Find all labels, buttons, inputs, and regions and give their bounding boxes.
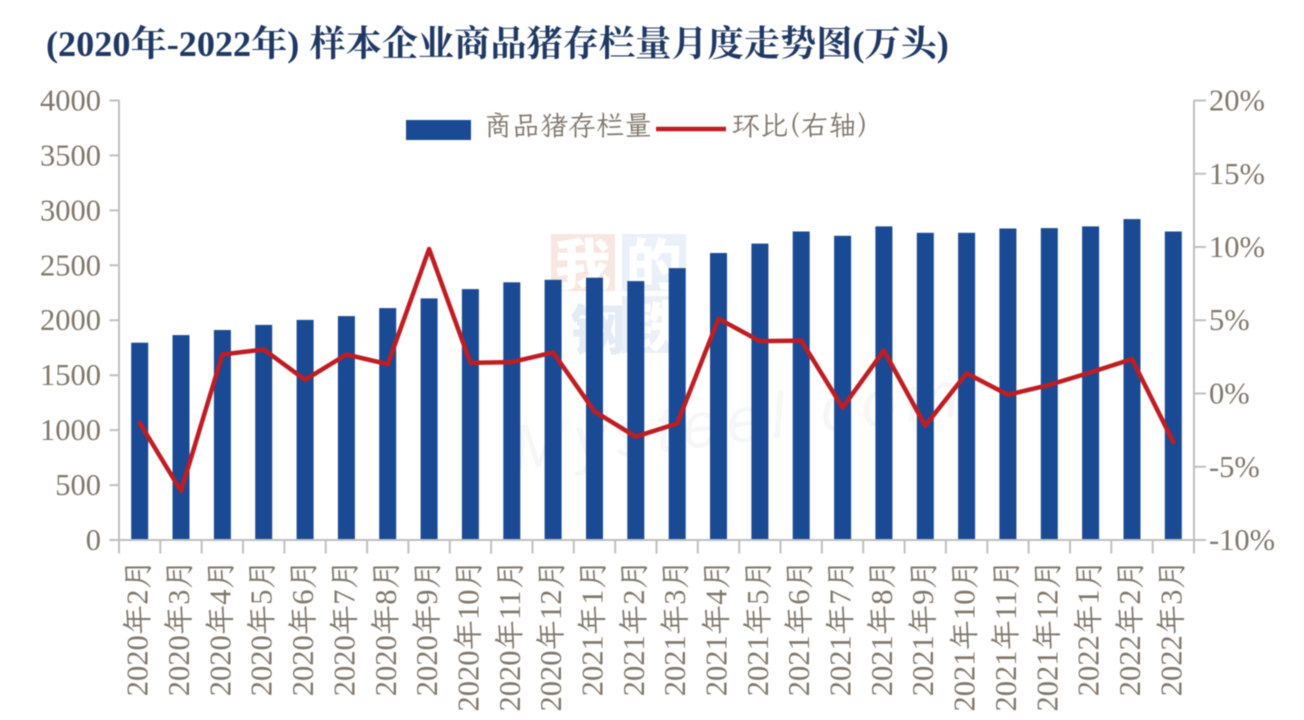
svg-text:12: 12	[1030, 590, 1064, 621]
svg-text:3500: 3500	[40, 138, 101, 172]
svg-text:2020: 2020	[203, 635, 237, 696]
svg-text:1000: 1000	[40, 413, 101, 447]
svg-text:2021: 2021	[865, 635, 899, 696]
svg-text:11: 11	[989, 591, 1023, 620]
svg-text:12: 12	[534, 590, 568, 621]
svg-text:15%: 15%	[1209, 157, 1265, 191]
svg-text:2: 2	[1113, 590, 1147, 605]
svg-text:7: 7	[824, 590, 858, 605]
svg-text:1500: 1500	[40, 358, 101, 392]
svg-text:2020: 2020	[493, 651, 527, 712]
svg-text:2021: 2021	[1030, 651, 1064, 712]
svg-text:2020: 2020	[245, 635, 279, 696]
svg-text:2022: 2022	[1072, 635, 1106, 696]
svg-text:0%: 0%	[1209, 377, 1250, 411]
svg-text:2020: 2020	[162, 635, 196, 696]
svg-text:8: 8	[369, 590, 403, 605]
svg-text:2021: 2021	[782, 635, 816, 696]
svg-text:10: 10	[948, 590, 982, 621]
svg-text:2021: 2021	[741, 635, 775, 696]
svg-text:2022: 2022	[1113, 635, 1147, 696]
svg-text:2020: 2020	[451, 651, 485, 712]
svg-text:1: 1	[576, 590, 610, 605]
svg-text:4: 4	[203, 590, 237, 605]
svg-text:500: 500	[55, 468, 101, 502]
svg-text:2020: 2020	[410, 635, 444, 696]
svg-text:): )	[287, 24, 299, 64]
svg-text:2021: 2021	[906, 635, 940, 696]
svg-text:2022: 2022	[1154, 635, 1188, 696]
svg-text:2021: 2021	[700, 635, 734, 696]
svg-text:9: 9	[410, 590, 444, 605]
svg-text:3: 3	[1154, 590, 1188, 605]
svg-text:11: 11	[493, 591, 527, 620]
svg-text:2: 2	[121, 590, 155, 605]
svg-text:7: 7	[327, 590, 361, 605]
svg-text:2020: 2020	[121, 635, 155, 696]
svg-text:5: 5	[741, 590, 775, 605]
svg-text:(2020: (2020	[46, 24, 130, 64]
svg-text:3: 3	[162, 590, 196, 605]
svg-text:2021: 2021	[948, 651, 982, 712]
svg-text:6: 6	[782, 590, 816, 605]
svg-text:0: 0	[86, 523, 101, 557]
svg-text:2000: 2000	[40, 303, 101, 337]
svg-text:2500: 2500	[40, 248, 101, 282]
svg-text:2021: 2021	[824, 635, 858, 696]
svg-text:2021: 2021	[989, 651, 1023, 712]
svg-text:9: 9	[906, 590, 940, 605]
svg-text:2021: 2021	[617, 635, 651, 696]
svg-text:10: 10	[451, 590, 485, 621]
svg-text:2020: 2020	[286, 635, 320, 696]
svg-text:2021: 2021	[576, 635, 610, 696]
svg-text:3000: 3000	[40, 193, 101, 227]
svg-text:): )	[937, 24, 949, 64]
svg-text:10%: 10%	[1209, 230, 1265, 264]
svg-text:2020: 2020	[327, 635, 361, 696]
svg-text:-10%: -10%	[1209, 523, 1275, 557]
svg-text:-2022: -2022	[167, 24, 251, 64]
svg-text:3: 3	[658, 590, 692, 605]
svg-text:4000: 4000	[40, 84, 101, 118]
svg-text:5: 5	[245, 590, 279, 605]
svg-text:2020: 2020	[534, 651, 568, 712]
svg-text:2020: 2020	[369, 635, 403, 696]
svg-text:5%: 5%	[1209, 303, 1250, 337]
svg-text:20%: 20%	[1209, 84, 1265, 118]
svg-text:-5%: -5%	[1209, 450, 1260, 484]
svg-text:2021: 2021	[658, 635, 692, 696]
svg-text:8: 8	[865, 590, 899, 605]
svg-text:4: 4	[700, 590, 734, 605]
svg-text:6: 6	[286, 590, 320, 605]
svg-text:1: 1	[1072, 590, 1106, 605]
svg-text:2: 2	[617, 590, 651, 605]
svg-text:(: (	[852, 24, 864, 64]
